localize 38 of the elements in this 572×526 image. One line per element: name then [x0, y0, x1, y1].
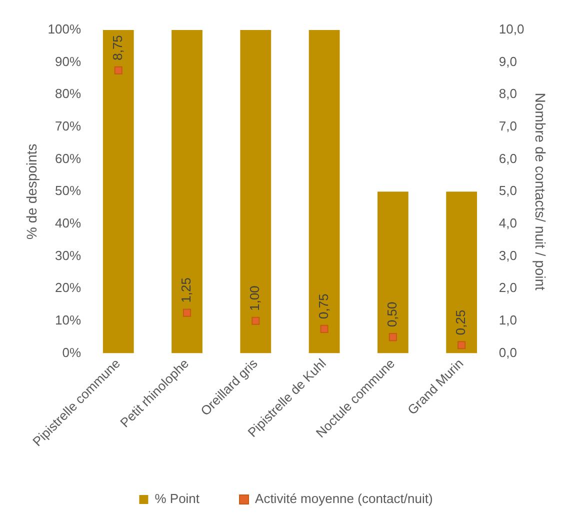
point	[458, 341, 466, 350]
y-tick-label: 100%	[48, 22, 82, 37]
data-label: 0,75	[316, 294, 331, 319]
y2-tick-label: 9,0	[498, 54, 517, 69]
y-tick-label: 10%	[55, 312, 82, 328]
point	[320, 324, 328, 333]
data-label: 1,00	[247, 286, 262, 311]
y2-tick-label: 10,0	[498, 22, 524, 37]
y-tick-label: 60%	[55, 150, 82, 166]
data-label: 0,50	[384, 302, 400, 328]
legend-label: % Point	[154, 491, 200, 506]
data-label: 1,25	[178, 277, 194, 303]
point	[388, 333, 397, 342]
data-label: 0,25	[453, 310, 468, 336]
y2-tick-label: 6,0	[498, 150, 517, 166]
y2-tick-label: 0,0	[498, 344, 517, 360]
y-axis-title: % de despoints	[23, 144, 40, 240]
y-tick-label: 40%	[55, 216, 82, 230]
y-tick-label: 50%	[55, 183, 82, 198]
y-tick-label: 90%	[55, 54, 82, 69]
point	[114, 66, 122, 74]
y-tick-label: 70%	[55, 118, 82, 134]
y-tick-label: 80%	[55, 86, 82, 102]
y-tick-label: 0%	[62, 344, 82, 360]
y2-tick-label: 8,0	[498, 86, 517, 102]
point	[182, 308, 192, 317]
point	[252, 316, 260, 325]
y2-tick-label: 4,0	[498, 216, 517, 230]
y2-tick-label: 7,0	[498, 118, 517, 134]
legend-label: Activité moyenne (contact/nuit)	[255, 491, 433, 506]
y2-tick-label: 5,0	[498, 183, 517, 198]
data-label: 8,75	[110, 35, 125, 60]
y2-tick-label: 3,0	[498, 248, 517, 263]
y-tick-label: 20%	[55, 280, 82, 296]
y-tick-label: 30%	[55, 248, 82, 263]
y2-axis-title: Nombre de contacts/ nuit / point	[532, 92, 549, 291]
y2-tick-label: 2,0	[498, 280, 517, 296]
y2-tick-label: 1,0	[498, 312, 517, 328]
